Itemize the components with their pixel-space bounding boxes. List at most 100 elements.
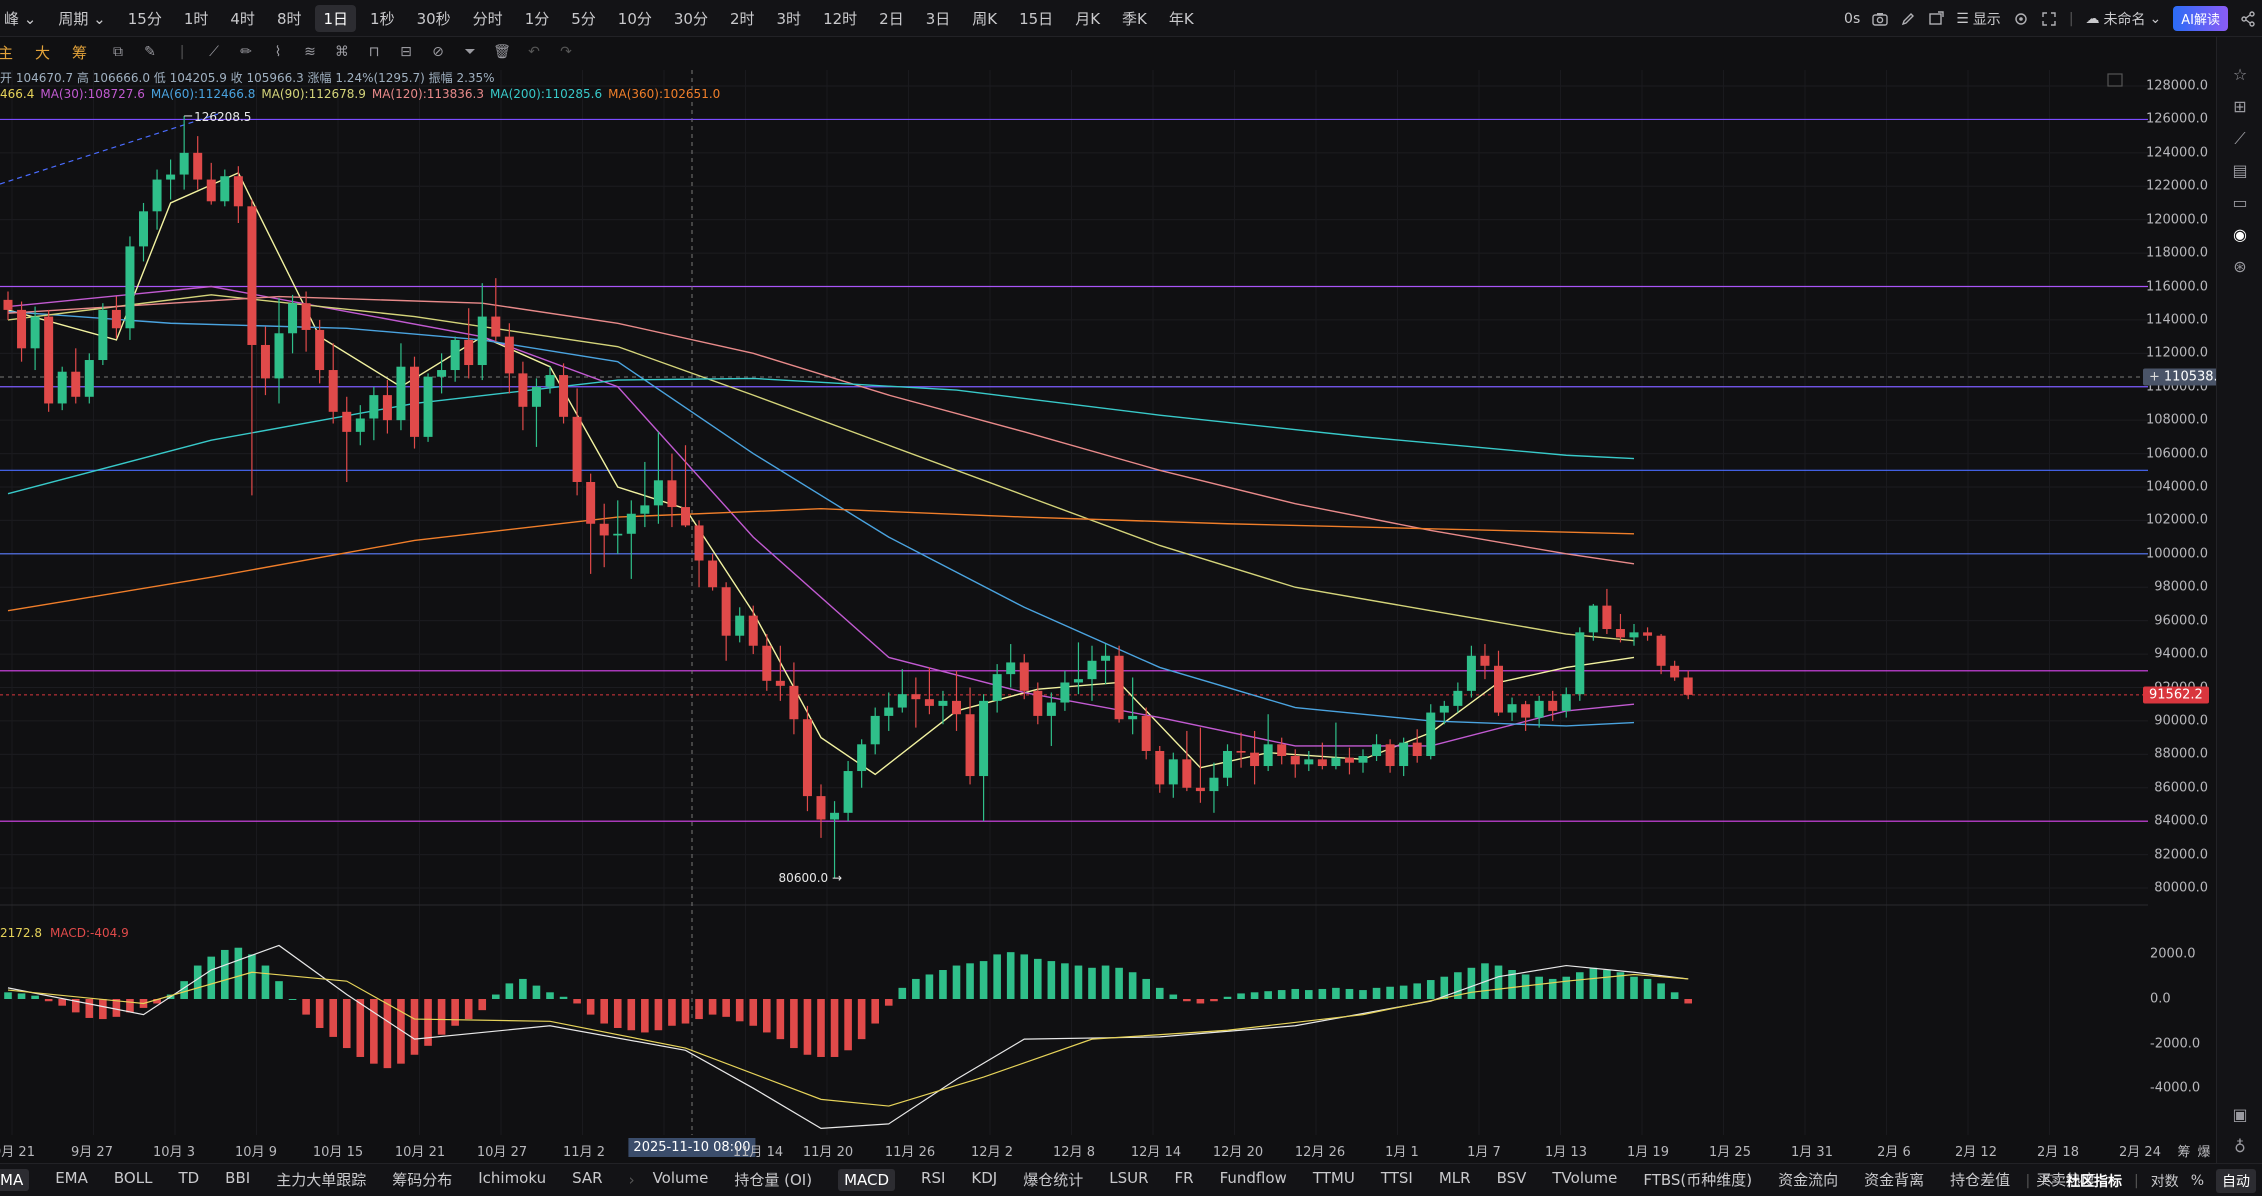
sub-indicator-13[interactable]: TVolume	[1552, 1169, 1618, 1187]
sub-indicator-0[interactable]: Volume	[652, 1169, 709, 1187]
timeframe-6[interactable]: 30秒	[416, 9, 451, 28]
layout-icon[interactable]: ▣	[2232, 1105, 2248, 1124]
price-chart[interactable]: 126208.5 80600.0 →	[0, 0, 2216, 1135]
headset-icon[interactable]: ♁	[2234, 1137, 2246, 1156]
brush-icon[interactable]: ✎	[144, 44, 156, 60]
percent-scale-toggle[interactable]: %	[2190, 1172, 2204, 1189]
highlighter-icon[interactable]: ⌇	[274, 44, 282, 60]
sub-indicator-15[interactable]: 资金流向	[1778, 1171, 1839, 1189]
ai-interpret-button[interactable]: AI解读	[2173, 6, 2228, 31]
filter-icon[interactable]: ⏷	[464, 44, 476, 60]
sub-indicator-9[interactable]: TTMU	[1312, 1169, 1355, 1187]
sub-indicator-3[interactable]: RSI	[921, 1169, 946, 1187]
timeframe-19[interactable]: 月K	[1075, 9, 1101, 28]
symbol-selector[interactable]: 峰 ⌄	[0, 5, 44, 32]
measure-icon[interactable]: ⊟	[400, 44, 412, 60]
community-indicators-button[interactable]: 社区指标	[2065, 1173, 2122, 1190]
main-indicator-8[interactable]: SAR	[572, 1169, 603, 1187]
price-scale[interactable]: 128000.0 126000.0 124000.0 122000.0 120000.0…	[2146, 70, 2216, 1135]
robot-icon[interactable]: ◉	[2233, 225, 2247, 244]
link-icon[interactable]: ⊘	[432, 44, 444, 60]
timeframe-18[interactable]: 15日	[1019, 9, 1054, 28]
star-icon[interactable]: ☆	[2232, 65, 2248, 84]
main-indicator-2[interactable]: BOLL	[113, 1169, 153, 1187]
time-axis[interactable]: 2025-11-10 08:00 筹 爆 9月 21 9月 27 10月 3 10月 …	[0, 1135, 2216, 1163]
timeframe-1[interactable]: 1时	[183, 9, 209, 28]
main-indicator-6[interactable]: 筹码分布	[392, 1171, 453, 1189]
main-indicator-3[interactable]: TD	[178, 1169, 200, 1187]
settings-icon[interactable]	[2013, 11, 2029, 27]
sub-indicator-11[interactable]: MLR	[1438, 1169, 1471, 1187]
layout-selector[interactable]: ☁ 未命名 ⌄	[2086, 9, 2162, 29]
pencil-icon[interactable]	[1900, 11, 1916, 27]
sub-indicator-4[interactable]: KDJ	[971, 1169, 998, 1187]
big-order-toggle[interactable]: 大	[35, 43, 51, 62]
main-indicator-4[interactable]: BBI	[225, 1169, 251, 1187]
fullscreen-icon[interactable]	[2041, 11, 2057, 27]
chart-icon[interactable]: ▤	[2232, 161, 2248, 180]
timeframe-8[interactable]: 1分	[524, 9, 550, 28]
auto-scale-toggle[interactable]: 自动	[2216, 1168, 2256, 1193]
sub-indicator-2[interactable]: MACD	[838, 1169, 896, 1191]
pen-tool-icon[interactable]: ✏	[240, 44, 252, 60]
sub-indicator-16[interactable]: 资金背离	[1864, 1171, 1925, 1189]
main-indicator-5[interactable]: 主力大单跟踪	[276, 1171, 367, 1189]
timeframe-9[interactable]: 5分	[571, 9, 596, 28]
main-indicator-7[interactable]: Ichimoku	[478, 1169, 547, 1187]
panel-icon[interactable]: ▭	[2232, 193, 2248, 212]
timeframe-5[interactable]: 1秒	[370, 9, 395, 28]
timeframe-7[interactable]: 分时	[472, 9, 503, 28]
period-selector[interactable]: 周期 ⌄	[50, 5, 113, 32]
log-scale-toggle[interactable]: 对数	[2150, 1173, 2179, 1190]
external-link-icon[interactable]: ⇱	[2042, 1172, 2054, 1189]
timeframe-15[interactable]: 2日	[879, 9, 904, 28]
sub-indicator-17[interactable]: 持仓差值	[1950, 1171, 2011, 1189]
timeframe-4[interactable]: 1日	[315, 4, 357, 32]
magnet-icon[interactable]: ⧉	[113, 44, 124, 60]
timeframe-17[interactable]: 周K	[972, 9, 998, 28]
main-indicator-1[interactable]: EMA	[55, 1169, 88, 1187]
sub-indicator-5[interactable]: 爆仓统计	[1023, 1171, 1084, 1189]
candle-body	[1412, 742, 1422, 757]
timeframe-10[interactable]: 10分	[617, 9, 652, 28]
timeframe-11[interactable]: 30分	[673, 9, 708, 28]
macd-bar	[85, 999, 94, 1018]
redo-icon[interactable]: ↷	[560, 44, 572, 60]
timeframe-20[interactable]: 季K	[1122, 9, 1147, 28]
camera-icon[interactable]	[1872, 12, 1888, 26]
timeframe-3[interactable]: 8时	[276, 9, 302, 28]
sub-indicator-6[interactable]: LSUR	[1109, 1169, 1149, 1187]
trash-icon[interactable]: 🗑	[493, 44, 511, 60]
macd-bar	[4, 992, 12, 999]
timeframe-14[interactable]: 12时	[823, 9, 858, 28]
chip-toggle[interactable]: 筹	[72, 43, 88, 62]
date-label: 12月 2	[971, 1145, 1013, 1160]
compass-icon[interactable]: ⊛	[2233, 257, 2247, 276]
undo-icon[interactable]: ↶	[528, 44, 540, 60]
sub-indicator-1[interactable]: 持仓量 (OI)	[734, 1171, 813, 1189]
timeframe-2[interactable]: 4时	[230, 9, 255, 28]
sub-indicator-7[interactable]: FR	[1174, 1169, 1194, 1187]
sub-indicator-18[interactable]: 买卖热度	[2036, 1171, 2097, 1189]
timeframe-16[interactable]: 3日	[925, 9, 951, 28]
pattern-icon[interactable]: ⌘	[335, 44, 350, 60]
main-force-toggle[interactable]: 主	[0, 43, 14, 62]
timeframe-0[interactable]: 15分	[127, 9, 162, 28]
trend-icon[interactable]: ⟋	[2234, 129, 2246, 148]
timeframe-21[interactable]: 年K	[1168, 9, 1194, 28]
share-icon[interactable]	[2240, 10, 2256, 27]
lock-icon[interactable]: ⊓	[368, 44, 380, 60]
timeframe-12[interactable]: 2时	[729, 9, 755, 28]
display-menu[interactable]: ☰ 显示	[1956, 9, 2001, 29]
timeframe-13[interactable]: 3时	[776, 9, 802, 28]
sub-indicator-12[interactable]: BSV	[1496, 1169, 1527, 1187]
grid-icon[interactable]: ⊞	[2233, 97, 2247, 116]
line-tool-icon[interactable]: ⟋	[209, 44, 219, 60]
main-indicator-0[interactable]: MA	[0, 1169, 30, 1191]
alert-icon[interactable]	[1928, 10, 1944, 27]
sub-indicator-14[interactable]: FTBS(币种维度)	[1643, 1171, 1753, 1189]
sub-indicator-10[interactable]: TTSI	[1380, 1169, 1413, 1187]
fibonacci-icon[interactable]: ≋	[304, 44, 316, 60]
macd-bar	[1413, 983, 1421, 999]
sub-indicator-8[interactable]: Fundflow	[1219, 1169, 1287, 1187]
